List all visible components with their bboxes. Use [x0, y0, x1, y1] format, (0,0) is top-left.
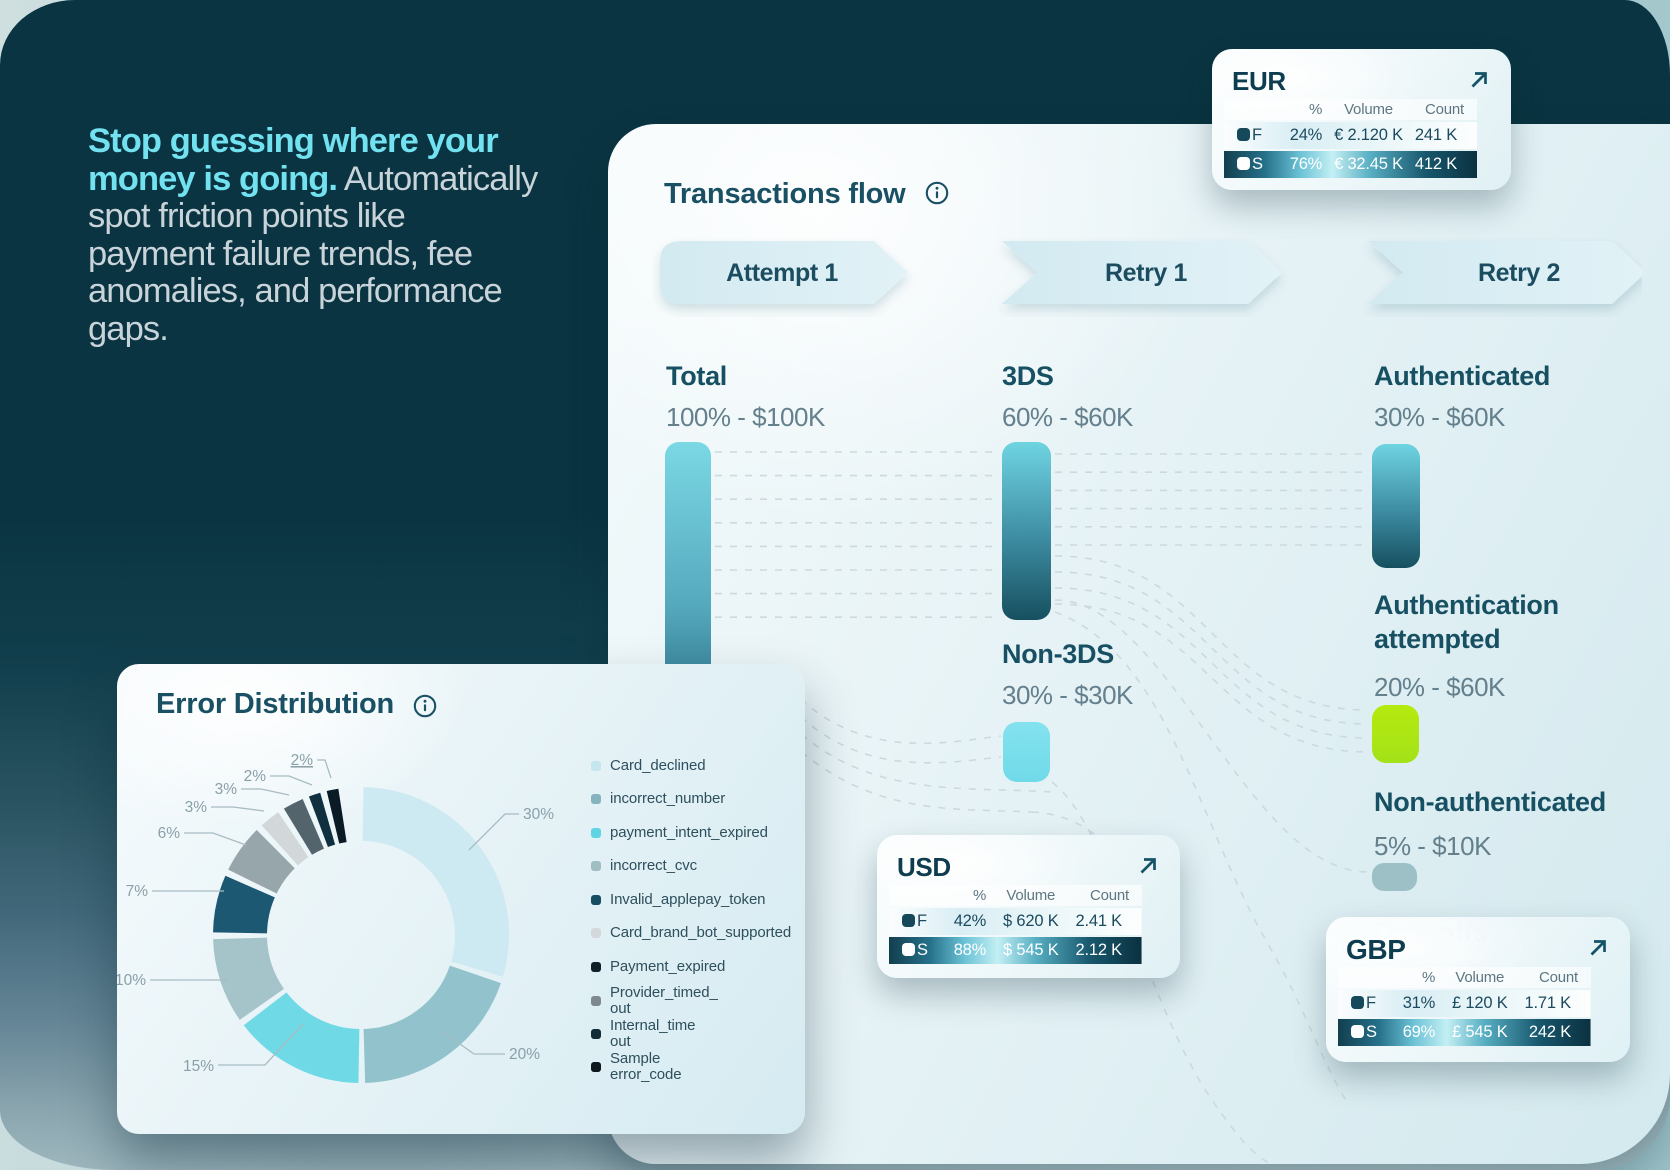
svg-text:3%: 3% — [185, 799, 208, 816]
svg-text:30%: 30% — [523, 806, 554, 823]
svg-text:2%: 2% — [244, 768, 267, 785]
svg-text:6%: 6% — [158, 825, 181, 842]
svg-text:10%: 10% — [117, 972, 146, 989]
svg-text:Attempt 1: Attempt 1 — [726, 259, 838, 287]
svg-text:15%: 15% — [183, 1058, 214, 1075]
svg-text:2%: 2% — [291, 752, 314, 769]
svg-text:3%: 3% — [215, 781, 238, 798]
svg-text:20%: 20% — [509, 1046, 540, 1063]
svg-text:7%: 7% — [126, 883, 149, 900]
svg-text:Retry 2: Retry 2 — [1478, 259, 1560, 287]
svg-text:Retry 1: Retry 1 — [1105, 259, 1187, 287]
